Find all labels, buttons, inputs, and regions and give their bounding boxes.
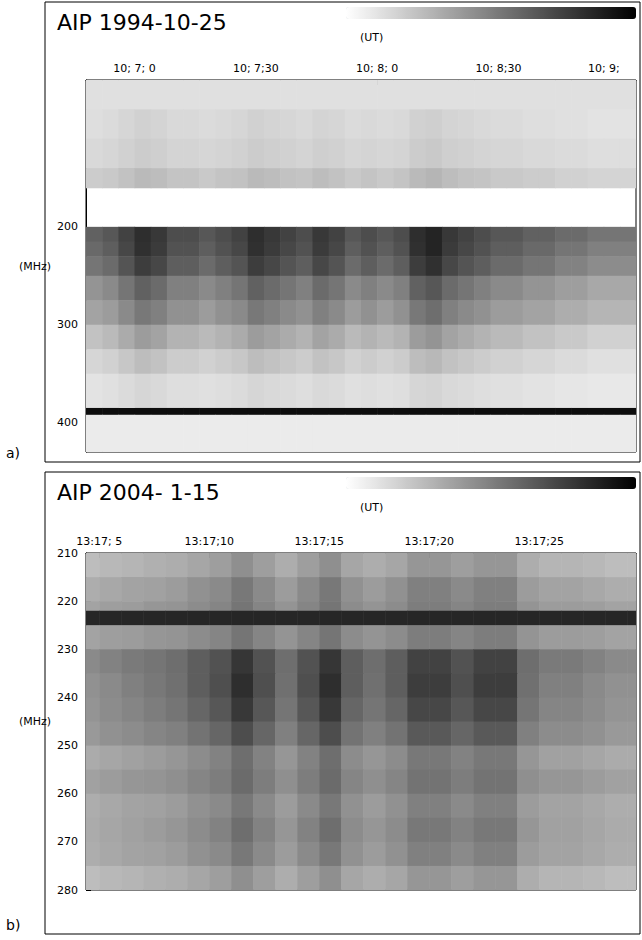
svg-text:240: 240	[57, 691, 78, 704]
svg-text:(UT): (UT)	[360, 31, 383, 44]
svg-text:13:17; 5: 13:17; 5	[76, 535, 122, 548]
svg-text:a): a)	[6, 445, 20, 461]
svg-text:10; 9;: 10; 9;	[588, 62, 620, 75]
svg-text:13:17;15: 13:17;15	[294, 535, 343, 548]
svg-text:250: 250	[57, 739, 78, 752]
svg-text:10; 8;30: 10; 8;30	[476, 62, 522, 75]
svg-text:270: 270	[57, 835, 78, 848]
svg-text:10; 7; 0: 10; 7; 0	[113, 62, 155, 75]
svg-text:400: 400	[57, 416, 78, 429]
svg-text:230: 230	[57, 643, 78, 656]
svg-text:300: 300	[57, 318, 78, 331]
svg-text:13:17;20: 13:17;20	[404, 535, 453, 548]
svg-text:(MHz): (MHz)	[19, 715, 51, 728]
svg-text:210: 210	[57, 547, 78, 560]
svg-text:260: 260	[57, 787, 78, 800]
svg-text:AIP 1994-10-25: AIP 1994-10-25	[57, 10, 227, 35]
svg-text:13:17;10: 13:17;10	[184, 535, 233, 548]
svg-text:220: 220	[57, 595, 78, 608]
svg-text:(MHz): (MHz)	[19, 260, 51, 273]
svg-text:(UT): (UT)	[360, 501, 383, 514]
svg-text:b): b)	[6, 917, 20, 933]
svg-text:200: 200	[57, 220, 78, 233]
svg-text:AIP 2004- 1-15: AIP 2004- 1-15	[57, 480, 220, 505]
svg-text:10; 7;30: 10; 7;30	[233, 62, 279, 75]
svg-text:10; 8; 0: 10; 8; 0	[356, 62, 398, 75]
svg-text:280: 280	[57, 884, 78, 897]
svg-text:13:17;25: 13:17;25	[514, 535, 563, 548]
